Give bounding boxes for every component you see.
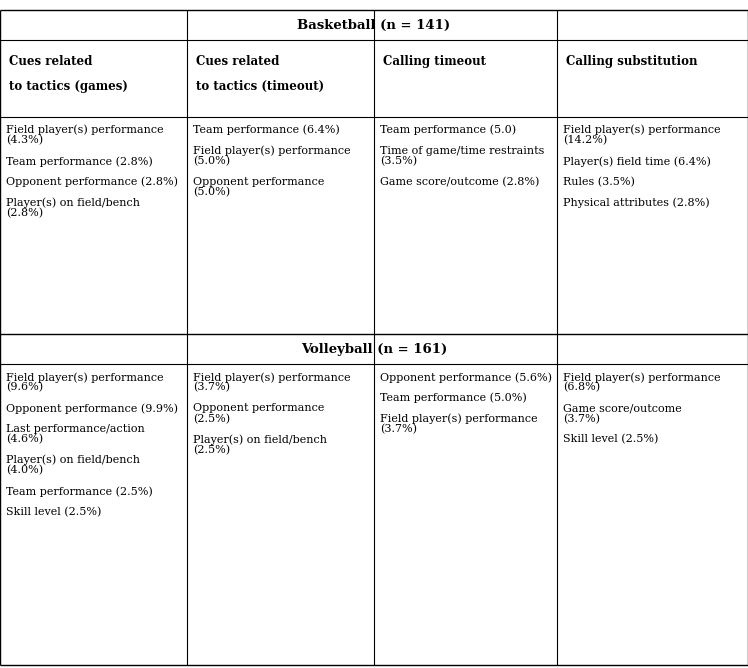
Text: Opponent performance (2.8%): Opponent performance (2.8%) xyxy=(6,176,178,187)
Text: Cues related: Cues related xyxy=(196,55,279,67)
Text: Player(s) on field/bench: Player(s) on field/bench xyxy=(6,197,140,208)
Text: (14.2%): (14.2%) xyxy=(563,135,607,146)
Text: Team performance (5.0%): Team performance (5.0%) xyxy=(380,393,527,403)
Text: Team performance (6.4%): Team performance (6.4%) xyxy=(193,125,340,136)
Text: (4.0%): (4.0%) xyxy=(6,466,43,476)
Text: Skill level (2.5%): Skill level (2.5%) xyxy=(6,507,102,517)
Text: Game score/outcome: Game score/outcome xyxy=(563,403,682,413)
Text: Rules (3.5%): Rules (3.5%) xyxy=(563,176,635,187)
Text: Calling timeout: Calling timeout xyxy=(383,55,486,67)
Text: to tactics (games): to tactics (games) xyxy=(9,80,128,93)
Text: Team performance (2.5%): Team performance (2.5%) xyxy=(6,486,153,496)
Text: Last performance/action: Last performance/action xyxy=(6,424,144,434)
Text: Skill level (2.5%): Skill level (2.5%) xyxy=(563,434,659,444)
Text: (4.6%): (4.6%) xyxy=(6,434,43,444)
Text: Field player(s) performance: Field player(s) performance xyxy=(563,372,721,383)
Text: Opponent performance: Opponent performance xyxy=(193,403,325,413)
Text: Field player(s) performance: Field player(s) performance xyxy=(193,146,351,156)
Text: (2.5%): (2.5%) xyxy=(193,413,230,424)
Text: Volleyball (n = 161): Volleyball (n = 161) xyxy=(301,343,447,355)
Text: (5.0%): (5.0%) xyxy=(193,156,230,166)
Text: to tactics (timeout): to tactics (timeout) xyxy=(196,80,324,93)
Text: Team performance (2.8%): Team performance (2.8%) xyxy=(6,156,153,166)
Text: Time of game/time restraints: Time of game/time restraints xyxy=(380,146,545,156)
Text: Team performance (5.0): Team performance (5.0) xyxy=(380,125,516,136)
Text: Game score/outcome (2.8%): Game score/outcome (2.8%) xyxy=(380,176,539,187)
Text: Field player(s) performance: Field player(s) performance xyxy=(380,413,538,424)
Text: (3.7%): (3.7%) xyxy=(563,413,600,424)
Text: (3.7%): (3.7%) xyxy=(193,382,230,393)
Text: Cues related: Cues related xyxy=(9,55,92,67)
Text: Opponent performance: Opponent performance xyxy=(193,176,325,186)
Text: (5.0%): (5.0%) xyxy=(193,187,230,197)
Text: Basketball (n = 141): Basketball (n = 141) xyxy=(298,19,450,31)
Text: Player(s) on field/bench: Player(s) on field/bench xyxy=(6,455,140,466)
Text: (6.8%): (6.8%) xyxy=(563,382,601,393)
Text: (9.6%): (9.6%) xyxy=(6,382,43,393)
Text: Calling substitution: Calling substitution xyxy=(566,55,698,67)
Text: Field player(s) performance: Field player(s) performance xyxy=(563,125,721,136)
Text: Player(s) field time (6.4%): Player(s) field time (6.4%) xyxy=(563,156,711,166)
Text: Field player(s) performance: Field player(s) performance xyxy=(193,372,351,383)
Text: Field player(s) performance: Field player(s) performance xyxy=(6,125,164,136)
Text: Physical attributes (2.8%): Physical attributes (2.8%) xyxy=(563,197,710,208)
Text: (2.8%): (2.8%) xyxy=(6,208,43,218)
Text: Opponent performance (9.9%): Opponent performance (9.9%) xyxy=(6,403,178,413)
Text: Field player(s) performance: Field player(s) performance xyxy=(6,372,164,383)
Text: (3.7%): (3.7%) xyxy=(380,424,417,434)
Text: (2.5%): (2.5%) xyxy=(193,445,230,455)
Text: (3.5%): (3.5%) xyxy=(380,156,417,166)
Text: (4.3%): (4.3%) xyxy=(6,135,43,146)
Text: Opponent performance (5.6%): Opponent performance (5.6%) xyxy=(380,372,552,383)
Text: Player(s) on field/bench: Player(s) on field/bench xyxy=(193,434,327,445)
